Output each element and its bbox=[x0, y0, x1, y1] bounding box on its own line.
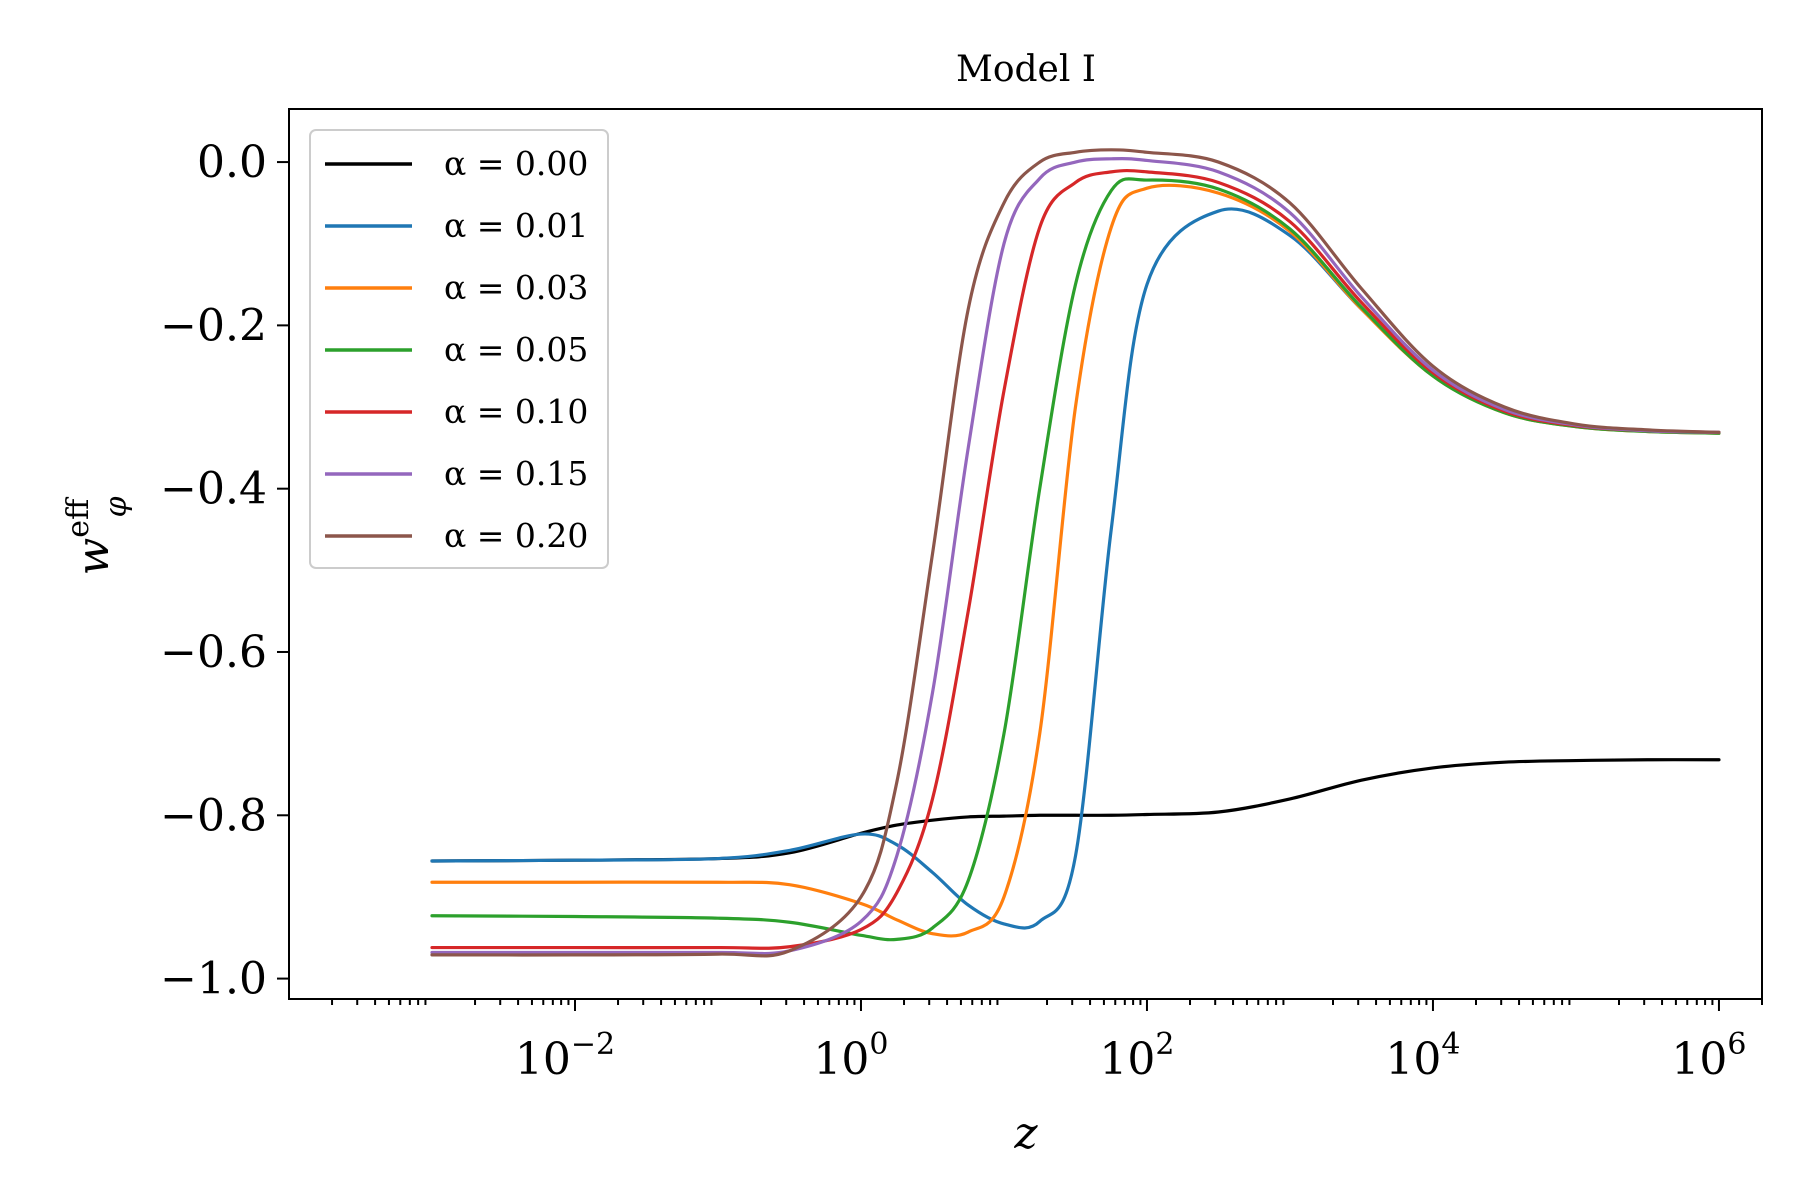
legend-label: α = 0.01 bbox=[444, 206, 588, 245]
svg-text:weff: weff bbox=[61, 496, 119, 575]
x-tick-label: 100 bbox=[813, 1027, 888, 1085]
x-axis-ticks: 10−2 100 102 104 106 bbox=[331, 999, 1763, 1085]
legend-label: α = 0.10 bbox=[444, 392, 588, 431]
legend-items: α = 0.00 α = 0.01 α = 0.03 α = 0.05 α = 0.10… bbox=[325, 144, 588, 555]
x-tick-label: 104 bbox=[1385, 1027, 1460, 1085]
y-tick-label: −0.4 bbox=[160, 464, 267, 515]
y-axis-label-base: w bbox=[68, 538, 119, 576]
plot-area: α = 0.00 α = 0.01 α = 0.03 α = 0.05 α = 0.10… bbox=[288, 108, 1763, 1000]
y-axis-label: weff φ bbox=[61, 496, 134, 575]
series-line-0 bbox=[430, 758, 1721, 863]
y-tick-label: −1.0 bbox=[160, 954, 267, 1005]
x-tick-label: 102 bbox=[1099, 1027, 1174, 1085]
y-axis-ticks: 0.0 −0.2 −0.4 −0.6 −0.8 −1.0 bbox=[160, 137, 289, 1005]
legend-label: α = 0.00 bbox=[444, 144, 588, 183]
axes-frame bbox=[288, 108, 1763, 1000]
legend-label: α = 0.15 bbox=[444, 454, 588, 493]
x-tick-label: 10−2 bbox=[515, 1027, 615, 1085]
y-tick-label: 0.0 bbox=[197, 137, 267, 188]
y-tick-label: −0.8 bbox=[160, 790, 267, 841]
chart-title: Model I bbox=[956, 49, 1096, 90]
legend-label: α = 0.05 bbox=[444, 330, 588, 369]
series-layer bbox=[430, 148, 1721, 958]
y-axis-label-subscript: φ bbox=[99, 496, 134, 517]
series-line-4 bbox=[430, 168, 1721, 950]
y-tick-label: −0.6 bbox=[160, 627, 267, 678]
legend-label: α = 0.20 bbox=[444, 516, 588, 555]
legend-label: α = 0.03 bbox=[444, 268, 588, 307]
legend: α = 0.00 α = 0.01 α = 0.03 α = 0.05 α = 0.10… bbox=[309, 129, 609, 569]
series-line-2 bbox=[430, 183, 1721, 938]
series-line-1 bbox=[430, 207, 1721, 930]
series-line-6 bbox=[430, 148, 1721, 958]
x-axis-label: z bbox=[1013, 1108, 1038, 1159]
y-tick-label: −0.2 bbox=[160, 300, 267, 351]
y-axis-label-superscript: eff bbox=[61, 496, 96, 538]
legend-box bbox=[309, 129, 609, 569]
x-tick-label: 106 bbox=[1671, 1027, 1746, 1085]
series-line-3 bbox=[430, 177, 1721, 942]
